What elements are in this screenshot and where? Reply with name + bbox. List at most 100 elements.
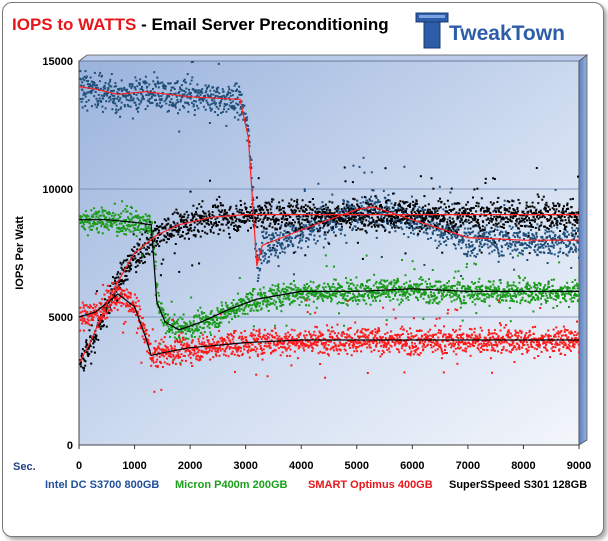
data-point <box>466 214 468 217</box>
data-point <box>100 220 103 223</box>
data-point <box>461 277 464 280</box>
data-point <box>271 284 274 287</box>
data-point <box>91 105 93 108</box>
data-point <box>251 294 254 296</box>
data-point <box>184 322 187 325</box>
data-point <box>439 288 442 291</box>
data-point <box>100 314 103 316</box>
data-point <box>524 217 527 220</box>
data-point <box>378 200 381 203</box>
data-point <box>212 206 214 208</box>
data-point <box>549 217 552 220</box>
data-point <box>360 217 363 220</box>
data-point <box>575 250 578 253</box>
data-point <box>312 293 314 296</box>
data-point <box>387 206 390 209</box>
data-point <box>378 218 380 221</box>
data-point <box>533 236 536 239</box>
data-point <box>400 285 403 288</box>
data-point <box>429 282 432 285</box>
data-point <box>102 221 105 224</box>
data-point <box>192 87 195 90</box>
data-point <box>559 247 562 250</box>
data-point <box>120 87 123 90</box>
data-point <box>300 233 303 235</box>
data-point <box>417 227 420 230</box>
data-point <box>349 209 352 212</box>
data-point <box>496 225 499 228</box>
data-point <box>293 221 296 224</box>
data-point <box>317 210 319 213</box>
data-point <box>323 288 325 291</box>
data-point <box>362 284 364 287</box>
data-point <box>278 295 281 298</box>
data-point <box>177 318 180 321</box>
data-point <box>409 286 412 289</box>
data-point <box>346 304 349 307</box>
data-point <box>131 83 134 86</box>
data-point <box>289 225 292 228</box>
data-point <box>368 223 371 226</box>
data-point <box>229 94 232 97</box>
data-point <box>545 210 548 213</box>
data-point <box>369 211 372 214</box>
data-point <box>300 247 303 250</box>
data-point <box>284 214 287 217</box>
data-point <box>526 211 529 214</box>
data-point <box>417 299 419 302</box>
data-point <box>284 212 287 215</box>
data-point <box>262 226 265 229</box>
data-point <box>458 296 461 299</box>
data-point <box>367 212 370 215</box>
data-point <box>475 210 478 213</box>
data-point <box>217 209 220 212</box>
data-point <box>209 331 212 334</box>
data-point <box>290 198 293 201</box>
data-point <box>531 226 534 229</box>
data-point <box>289 222 292 225</box>
data-point <box>125 210 128 213</box>
data-point <box>80 100 83 103</box>
data-point <box>315 286 318 289</box>
data-point <box>386 212 389 215</box>
data-point <box>354 207 357 210</box>
data-point <box>186 73 189 76</box>
data-point <box>511 226 514 229</box>
data-point <box>103 209 106 212</box>
data-point <box>87 80 90 83</box>
data-point <box>267 309 270 312</box>
data-point <box>233 105 235 108</box>
data-point <box>351 215 354 218</box>
data-point <box>245 208 247 211</box>
data-point <box>432 298 435 301</box>
data-point <box>367 210 370 213</box>
data-point <box>356 303 359 306</box>
data-point <box>568 250 571 253</box>
data-point <box>128 229 131 232</box>
data-point <box>341 218 344 221</box>
data-point <box>298 210 301 213</box>
data-point <box>207 103 210 106</box>
data-point <box>437 244 440 247</box>
data-point <box>502 235 505 238</box>
data-point <box>142 254 145 257</box>
data-point <box>244 112 247 115</box>
data-point <box>404 294 407 297</box>
data-point <box>191 217 194 220</box>
data-point <box>183 213 186 216</box>
data-point <box>382 293 385 296</box>
data-point <box>301 239 304 242</box>
data-point <box>512 208 515 210</box>
data-point <box>345 241 348 244</box>
data-point <box>273 249 276 252</box>
data-point <box>144 213 147 216</box>
data-point <box>164 313 167 316</box>
data-point <box>286 294 289 297</box>
data-point <box>450 229 452 232</box>
data-point <box>300 205 303 208</box>
data-point <box>109 212 112 215</box>
data-point <box>475 255 477 258</box>
data-point <box>279 252 281 255</box>
data-point <box>120 212 123 215</box>
data-point <box>404 291 407 294</box>
